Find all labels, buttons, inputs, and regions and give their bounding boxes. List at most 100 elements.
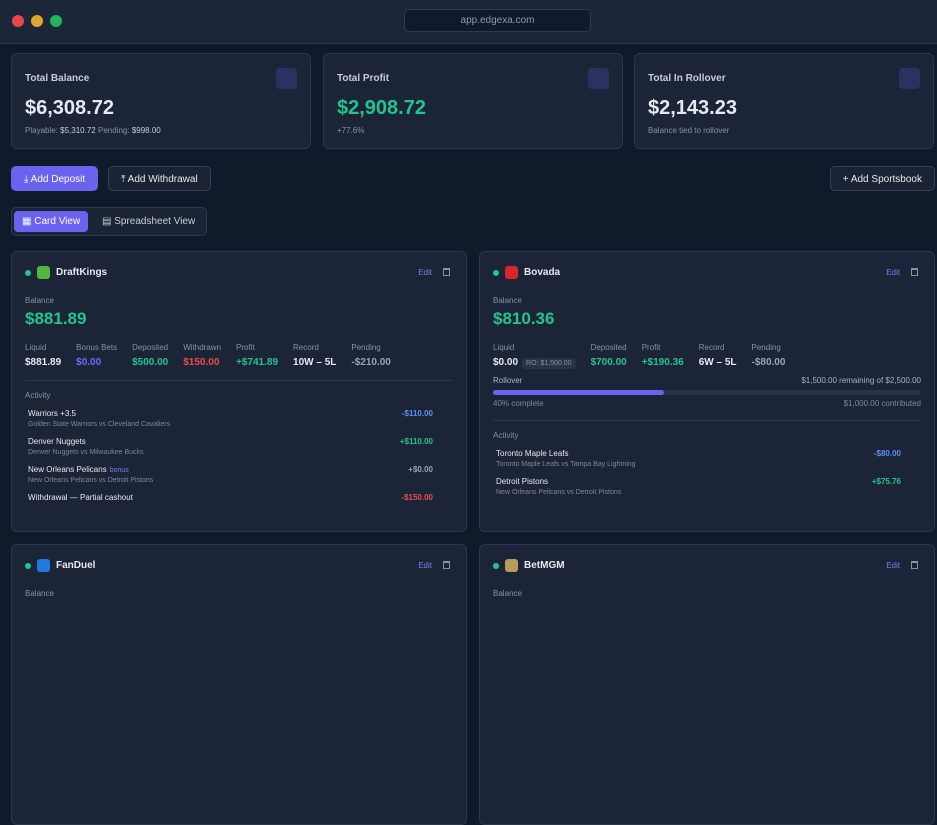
summary-note: +77.6% — [337, 126, 609, 135]
stats-row: Liquid $881.89 Bonus Bets $0.00 Deposited $50… — [25, 343, 453, 368]
detail-label: Playable: — [25, 126, 58, 135]
stat: Bonus Bets $0.00 — [76, 343, 117, 368]
stat: Profit +$741.89 — [236, 343, 278, 368]
view-toggle: ▦ Card View ▤ Spreadsheet View — [11, 207, 207, 236]
activity-matchup: Golden State Warriors vs Cleveland Caval… — [28, 421, 171, 428]
window-bar: app.edgexa.com — [0, 0, 937, 44]
activity-item: New Orleans Pelicans bonus New Orleans Pel… — [25, 465, 453, 484]
logo — [505, 266, 518, 279]
sportsbook-name: DraftKings — [56, 267, 108, 278]
stat-label: Withdrawn — [183, 343, 222, 352]
maximize-dot[interactable] — [50, 15, 62, 27]
edit-link[interactable]: Edit — [886, 268, 900, 277]
activity-item: Detroit Pistons New Orleans Pelicans vs D… — [493, 477, 921, 496]
activity: Activity Warriors +3.5 Golden State Warrio… — [25, 380, 453, 502]
card-view-tab[interactable]: ▦ Card View — [14, 211, 89, 232]
activity-amount: -$150.00 — [401, 493, 433, 502]
stat: Withdrawn $150.00 — [183, 343, 221, 368]
minimize-dot[interactable] — [31, 15, 43, 27]
activity-name: Toronto Maple Leafs — [496, 449, 569, 458]
balance-label: Balance — [25, 589, 54, 598]
delete-icon[interactable] — [911, 561, 918, 569]
detail-value: $5,310.72 — [60, 126, 96, 135]
stat-number: $0.00 — [493, 357, 519, 368]
stat-number: +$190.36 — [641, 357, 684, 368]
stat-label: Deposited — [132, 343, 169, 352]
activity-item: Toronto Maple Leafs Toronto Maple Leafs v… — [493, 449, 921, 468]
balance-label: Balance — [493, 296, 522, 305]
edit-link[interactable]: Edit — [418, 268, 432, 277]
status-dot — [25, 562, 31, 569]
activity-amount: +$75.76 — [871, 477, 901, 486]
sportsbook-card: Bovada Edit Balance $810.36 Liquid $0.00 RO: $… — [479, 251, 935, 532]
stat: Record 10W – 5L — [293, 343, 336, 368]
delete-icon[interactable] — [911, 268, 918, 276]
spreadsheet-view-tab[interactable]: ▤ Spreadsheet View — [102, 216, 196, 227]
delete-icon[interactable] — [443, 561, 450, 569]
stat: Deposited $500.00 — [132, 343, 168, 368]
activity-amount: -$110.00 — [401, 409, 433, 418]
edit-link[interactable]: Edit — [886, 561, 900, 570]
label: Spreadsheet View — [114, 216, 196, 227]
logo — [37, 266, 50, 279]
activity-title: Warriors +3.5 — [28, 409, 429, 418]
activity-matchup: New Orleans Pelicans vs Detroit Pistons — [28, 477, 154, 484]
edit-link[interactable]: Edit — [418, 561, 432, 570]
rollover-footer: 40% complete $1,000.00 contributed — [493, 399, 921, 408]
add-sportsbook-button[interactable]: + Add Sportsbook — [829, 166, 935, 191]
sportsbook-name: Bovada — [524, 267, 561, 278]
sportsbook-card: BetMGM Edit Balance — [479, 544, 935, 825]
url-bar[interactable]: app.edgexa.com — [404, 9, 591, 32]
card-header: DraftKings — [25, 266, 453, 279]
activity-item: Denver Nuggets Denver Nuggets vs Milwauke… — [25, 437, 453, 456]
summary-icon — [899, 68, 920, 89]
stat-value: $500.00 — [132, 357, 168, 368]
logo — [37, 559, 50, 572]
stat-value: $0.00 RO: $1,500.00 — [493, 357, 576, 369]
stat: Liquid $0.00 RO: $1,500.00 — [493, 343, 576, 369]
card-header: Bovada — [493, 266, 921, 279]
stat-number: $700.00 — [590, 357, 627, 368]
contributed: $1,000.00 contributed — [843, 399, 921, 408]
activity-amount: +$110.00 — [399, 437, 433, 446]
stat-value: 10W – 5L — [293, 357, 336, 368]
add-deposit-button[interactable]: ⤓ Add Deposit — [11, 166, 99, 191]
summary-icon — [588, 68, 609, 89]
stat-value: $0.00 — [76, 357, 117, 368]
activity-tag: bonus — [109, 467, 129, 474]
sportsbook-card: FanDuel Edit Balance — [11, 544, 467, 825]
stat-value: -$80.00 — [752, 357, 786, 368]
card-header: FanDuel — [25, 559, 453, 572]
label: Add Sportsbook — [850, 174, 922, 185]
stat-label: Liquid — [493, 343, 515, 352]
stat-label: Deposited — [590, 343, 627, 352]
stat: Profit +$190.36 — [642, 343, 684, 368]
summary-note: Playable: $5,310.72 Pending: $998.00 — [25, 126, 297, 135]
rollover-header: Rollover $1,500.00 remaining of $2,500.00 — [493, 376, 921, 385]
activity-matchup: New Orleans Pelicans vs Detroit Pistons — [496, 489, 622, 496]
stat-number: 6W – 5L — [698, 357, 737, 368]
delete-icon[interactable] — [443, 268, 450, 276]
status-dot — [493, 562, 499, 569]
sportsbook-name: FanDuel — [56, 560, 96, 571]
activity-name: New Orleans Pelicans — [28, 465, 107, 474]
activity-name: Detroit Pistons — [496, 477, 549, 486]
label: Card View — [34, 216, 81, 227]
balance-value: $810.36 — [493, 309, 555, 328]
activity-title: Denver Nuggets — [28, 437, 429, 446]
rollover-remaining: $1,500.00 remaining of $2,500.00 — [801, 376, 921, 385]
sportsbook-name: BetMGM — [524, 560, 565, 571]
summary-icon — [276, 68, 297, 89]
detail-value: $998.00 — [131, 126, 161, 135]
summary-value: $2,908.72 — [337, 97, 426, 119]
close-dot[interactable] — [12, 15, 24, 27]
stats-row: Liquid $0.00 RO: $1,500.00 Deposited $700.00… — [493, 343, 921, 369]
badge: RO: $1,500.00 — [522, 358, 576, 369]
stat-label: Profit — [641, 343, 661, 352]
activity-title: Toronto Maple Leafs — [496, 449, 897, 458]
add-withdrawal-button[interactable]: ⤒ Add Withdrawal — [108, 166, 211, 191]
balance-label: Balance — [493, 589, 522, 598]
label: Add Deposit — [30, 174, 86, 185]
label: Add Withdrawal — [127, 174, 198, 185]
sportsbook-grid: DraftKings Edit Balance $881.89 Liquid $881.8… — [11, 251, 935, 825]
